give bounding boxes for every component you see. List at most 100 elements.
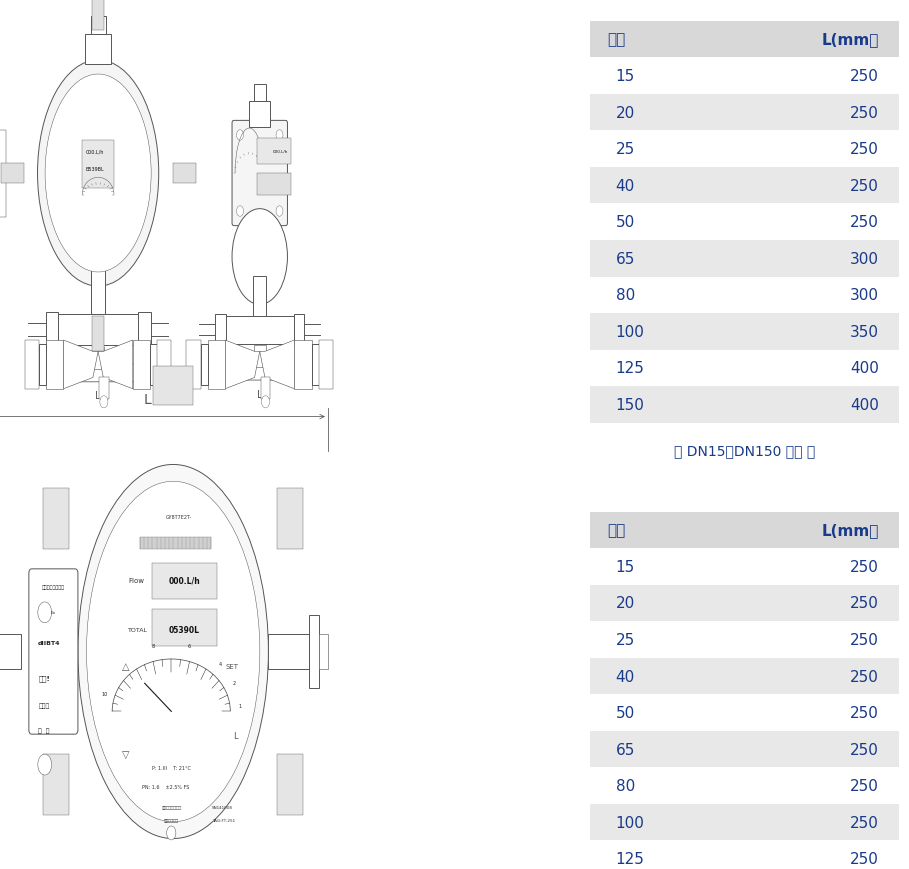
Text: P: 1.III    T: 21°C: P: 1.III T: 21°C [152, 765, 191, 770]
Bar [591, 585, 899, 621]
Bar [92, 317, 105, 352]
Polygon shape [260, 341, 295, 389]
Text: 65: 65 [615, 251, 635, 267]
Text: 80: 80 [615, 779, 634, 793]
Bar [277, 754, 304, 815]
Bar [591, 512, 899, 548]
Bar [133, 341, 150, 389]
Text: 20: 20 [615, 105, 634, 121]
Text: 10: 10 [101, 692, 107, 696]
Text: GY8T7E2T-: GY8T7E2T- [165, 514, 192, 520]
Bar [591, 840, 899, 869]
Bar [591, 314, 899, 350]
Text: 40: 40 [615, 178, 634, 194]
Text: 300: 300 [850, 251, 879, 267]
Text: 50: 50 [615, 215, 634, 230]
Text: SET: SET [225, 664, 239, 670]
Text: 250: 250 [850, 69, 879, 84]
Text: L: L [257, 389, 263, 399]
Bar [254, 84, 265, 102]
Circle shape [236, 130, 244, 141]
Text: L(mm）: L(mm） [822, 32, 879, 48]
Text: 15: 15 [615, 560, 634, 574]
Bar [221, 316, 299, 344]
Polygon shape [64, 341, 98, 389]
Bar [45, 313, 58, 348]
Text: 000.L/h: 000.L/h [86, 149, 105, 155]
Text: 100: 100 [615, 815, 644, 830]
Bar [591, 95, 899, 131]
Bar [257, 139, 292, 165]
Circle shape [38, 754, 52, 775]
Text: 25: 25 [615, 633, 634, 647]
Bar [43, 488, 69, 549]
Bar [208, 341, 225, 389]
Text: 15: 15 [615, 69, 634, 84]
Text: 4: 4 [219, 661, 222, 666]
Text: 250: 250 [850, 742, 879, 757]
Text: 20: 20 [615, 596, 634, 611]
Text: PN: 1.6    ±2.5% FS: PN: 1.6 ±2.5% FS [142, 784, 189, 789]
Text: 250: 250 [850, 560, 879, 574]
Text: 50: 50 [615, 706, 634, 720]
Bar [294, 315, 305, 346]
Text: 250: 250 [850, 142, 879, 157]
Text: 80: 80 [615, 288, 634, 303]
Text: 250: 250 [850, 779, 879, 793]
Bar [591, 277, 899, 314]
Bar [0, 130, 5, 217]
Text: （ DN15～DN150 气体 ）: （ DN15～DN150 气体 ） [674, 443, 815, 458]
Bar [249, 102, 270, 128]
Text: ▽: ▽ [122, 750, 129, 760]
Bar [25, 341, 39, 389]
Polygon shape [98, 341, 133, 389]
Ellipse shape [78, 465, 268, 839]
Bar [277, 488, 304, 549]
Bar [257, 174, 292, 196]
Bar [591, 204, 899, 241]
Bar [99, 378, 108, 400]
Bar [93, 348, 104, 369]
Text: 开  盖: 开 盖 [38, 727, 50, 733]
Bar [82, 141, 114, 189]
Text: 125: 125 [615, 361, 644, 376]
Bar [46, 341, 64, 389]
Text: L: L [95, 391, 101, 401]
Bar [591, 131, 899, 168]
Text: 6: 6 [187, 643, 191, 648]
Bar [312, 344, 319, 386]
Text: 口径: 口径 [607, 32, 625, 48]
Text: 400: 400 [850, 397, 879, 413]
Bar [152, 563, 217, 600]
Bar [591, 731, 899, 767]
Text: 250: 250 [850, 178, 879, 194]
Bar [152, 610, 217, 647]
Text: 350: 350 [850, 324, 879, 340]
Text: 25: 25 [615, 142, 634, 157]
Text: L: L [144, 393, 152, 407]
Text: 2: 2 [233, 680, 235, 686]
Text: 仙仪有限公司: 仙仪有限公司 [164, 818, 179, 822]
Bar [591, 350, 899, 387]
Ellipse shape [45, 75, 151, 273]
Text: dIIBT4: dIIBT4 [38, 640, 61, 646]
Polygon shape [225, 341, 260, 389]
Text: 05390L: 05390L [169, 625, 200, 634]
Bar [591, 658, 899, 694]
Text: 断电后: 断电后 [38, 703, 49, 708]
Text: 000.L/h: 000.L/h [169, 576, 201, 585]
Bar [591, 694, 899, 731]
Bar [92, 0, 105, 30]
Text: B539BL: B539BL [85, 167, 105, 172]
Bar [591, 22, 899, 58]
Bar [591, 387, 899, 423]
Text: SN141008: SN141008 [212, 805, 233, 809]
Text: L: L [233, 732, 237, 740]
Text: 300: 300 [850, 288, 879, 303]
Text: 8: 8 [152, 643, 155, 648]
Bar [186, 341, 201, 389]
Bar [261, 378, 270, 400]
FancyBboxPatch shape [29, 569, 78, 734]
Bar [319, 634, 328, 669]
Bar [215, 315, 225, 346]
